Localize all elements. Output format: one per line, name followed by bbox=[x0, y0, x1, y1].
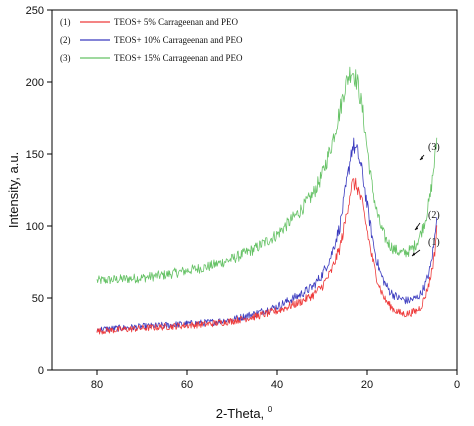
x-axis-title-degree: 0 bbox=[268, 405, 273, 414]
annotation-arrowhead bbox=[420, 156, 423, 160]
plot-area bbox=[51, 9, 458, 371]
series-annotation: (2) bbox=[428, 210, 440, 221]
annotation-arrowhead bbox=[415, 226, 418, 230]
legend-label: TEOS+ 15% Carrageenan and PEO bbox=[114, 53, 243, 63]
y-tick-label: 250 bbox=[26, 5, 44, 17]
legend-tag: (1) bbox=[60, 17, 71, 27]
y-tick-label: 100 bbox=[26, 221, 44, 233]
legend: (1) TEOS+ 5% Carrageenan and PEO (2) TEOS+ … bbox=[60, 17, 243, 63]
series-line-2 bbox=[96, 137, 438, 334]
x-axis-title: 2-Theta, 0 bbox=[216, 405, 273, 421]
y-tick-label: 50 bbox=[32, 293, 44, 305]
legend-label: TEOS+ 10% Carrageenan and PEO bbox=[114, 35, 243, 45]
y-tick-label: 200 bbox=[26, 77, 44, 89]
legend-label: TEOS+ 5% Carrageenan and PEO bbox=[114, 17, 239, 27]
series-line-1 bbox=[96, 177, 438, 335]
legend-tag: (3) bbox=[60, 53, 71, 63]
x-axis-title-text: 2-Theta, bbox=[216, 406, 268, 421]
plot-frame bbox=[51, 9, 458, 371]
x-tick-label: 20 bbox=[361, 379, 373, 391]
series-annotation: (1) bbox=[428, 237, 440, 248]
x-tick-label: 60 bbox=[181, 379, 193, 391]
legend-tag: (2) bbox=[60, 35, 71, 45]
series-annotation: (3) bbox=[428, 142, 440, 153]
series-line-3 bbox=[96, 66, 438, 285]
series-annotations: (1) (2) (3) bbox=[411, 142, 440, 257]
y-tick-label: 0 bbox=[38, 365, 44, 377]
series-group bbox=[96, 66, 438, 335]
annotation-arrowhead bbox=[412, 252, 415, 256]
y-tick-label: 150 bbox=[26, 149, 44, 161]
x-tick-label: 80 bbox=[91, 379, 103, 391]
y-axis-title: Intensity, a.u. bbox=[6, 152, 21, 228]
x-tick-label: 40 bbox=[271, 379, 283, 391]
x-tick-label: 0 bbox=[454, 379, 460, 391]
